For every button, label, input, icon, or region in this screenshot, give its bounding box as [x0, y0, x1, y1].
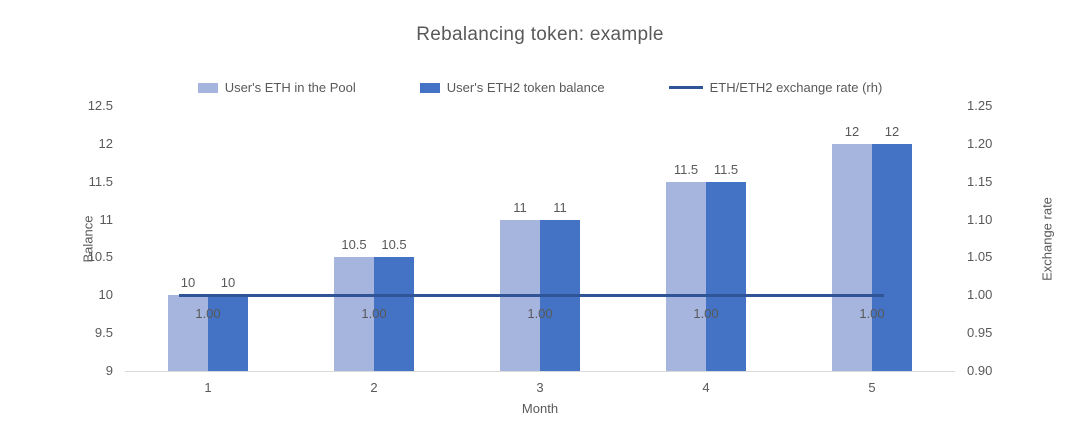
chart-title: Rebalancing token: example	[416, 24, 664, 45]
legend-item: User's ETH in the Pool	[197, 80, 356, 95]
bar-value-label: 11	[513, 199, 527, 215]
right-axis-tick-label: 1.00	[967, 287, 993, 303]
exchange-rate-line	[178, 293, 885, 297]
right-axis-title: Exchange rate	[1039, 197, 1055, 281]
exchange-rate-value-label: 1.00	[859, 306, 885, 322]
legend-item: User's ETH2 token balance	[419, 80, 605, 95]
right-axis-tick-label: 0.90	[967, 363, 993, 378]
exchange-rate-value-label: 1.00	[195, 306, 221, 322]
bar-pair: 12 12	[789, 106, 955, 371]
left-axis-tick-label: 10.5	[87, 249, 113, 265]
bar-value-label: 10.5	[341, 237, 367, 253]
x-axis-tick-label: 2	[370, 380, 378, 395]
right-axis-tick-label: 1.15	[967, 173, 993, 189]
legend-label: User's ETH2 token balance	[446, 80, 605, 95]
right-axis-tick-label: 1.20	[967, 135, 993, 151]
bar-value-label: 11.5	[713, 161, 739, 177]
x-axis-title: Month	[521, 401, 559, 416]
bar-eth-in-pool: 10	[168, 275, 208, 371]
exchange-rate-value-label: 1.00	[527, 306, 553, 322]
x-axis-tick-label: 3	[536, 380, 544, 395]
left-axis-tick-label: 9.5	[94, 325, 113, 341]
bar-eth2-token-balance: 12	[872, 124, 912, 371]
right-axis-tick-label: 1.25	[967, 98, 993, 113]
legend-bar-swatch	[419, 82, 440, 93]
bar-eth2-token-balance: 10.5	[374, 237, 414, 371]
exchange-rate-value-label: 1.00	[361, 306, 387, 322]
bar-eth2-token-balance: 11.5	[706, 162, 746, 371]
x-axis-tick-label: 4	[702, 380, 710, 395]
bar-eth-in-pool: 12	[832, 124, 872, 371]
x-axis-tick-label: 1	[204, 380, 212, 395]
bar-eth-in-pool: 11.5	[666, 162, 706, 371]
bar-value-label: 11.5	[673, 161, 699, 177]
bar-value-label: 12	[884, 123, 900, 139]
x-axis-tick-label: 5	[868, 380, 876, 395]
bar-value-label: 12	[844, 123, 860, 139]
legend-item: ETH/ETH2 exchange rate (rh)	[668, 80, 883, 95]
left-axis-tick-label: 11	[99, 211, 114, 227]
left-axis-tick-label: 11.5	[88, 173, 113, 189]
legend-label: User's ETH in the Pool	[224, 80, 356, 95]
bar-eth2-token-balance: 10	[208, 275, 248, 371]
category-column: 11 11 1.00 3	[457, 106, 623, 395]
category-column: 11.5 11.5 1.00 4	[623, 106, 789, 395]
legend-label: ETH/ETH2 exchange rate (rh)	[709, 80, 883, 95]
left-axis-tick-label: 12	[98, 135, 113, 151]
category-column: 10 10 1.00 1	[125, 106, 291, 395]
category-column: 12 12 1.00 5	[789, 106, 955, 395]
legend-bar-swatch	[197, 82, 218, 93]
bar-value-label: 10.5	[381, 237, 407, 253]
left-axis-tick-label: 10	[98, 287, 113, 303]
exchange-rate-value-label: 1.00	[693, 306, 719, 322]
bar-pair: 11.5 11.5	[623, 106, 789, 371]
bar-value-label: 10	[220, 275, 236, 291]
bar-value-label: 11	[553, 199, 567, 215]
plot-area: Month 9 9.5 10 10.5 11 11.5 12 12.5 0.90 0.95 1.00…	[88, 99, 993, 417]
legend-line-swatch	[668, 86, 703, 89]
bar-pair: 10 10	[125, 106, 291, 371]
bar-pair: 11 11	[457, 106, 623, 371]
bar-pair: 10.5 10.5	[291, 106, 457, 371]
bar-value-label: 10	[180, 275, 196, 291]
left-axis-tick-label: 9	[105, 363, 113, 378]
left-axis-tick-label: 12.5	[87, 98, 113, 113]
right-axis-tick-label: 0.95	[967, 325, 993, 341]
category-column: 10.5 10.5 1.00 2	[291, 106, 457, 395]
bar-eth-in-pool: 10.5	[334, 237, 374, 371]
right-axis-tick-label: 1.05	[967, 249, 993, 265]
legend: User's ETH in the Pool User's ETH2 token …	[0, 80, 1080, 95]
right-axis-tick-label: 1.10	[967, 211, 993, 227]
